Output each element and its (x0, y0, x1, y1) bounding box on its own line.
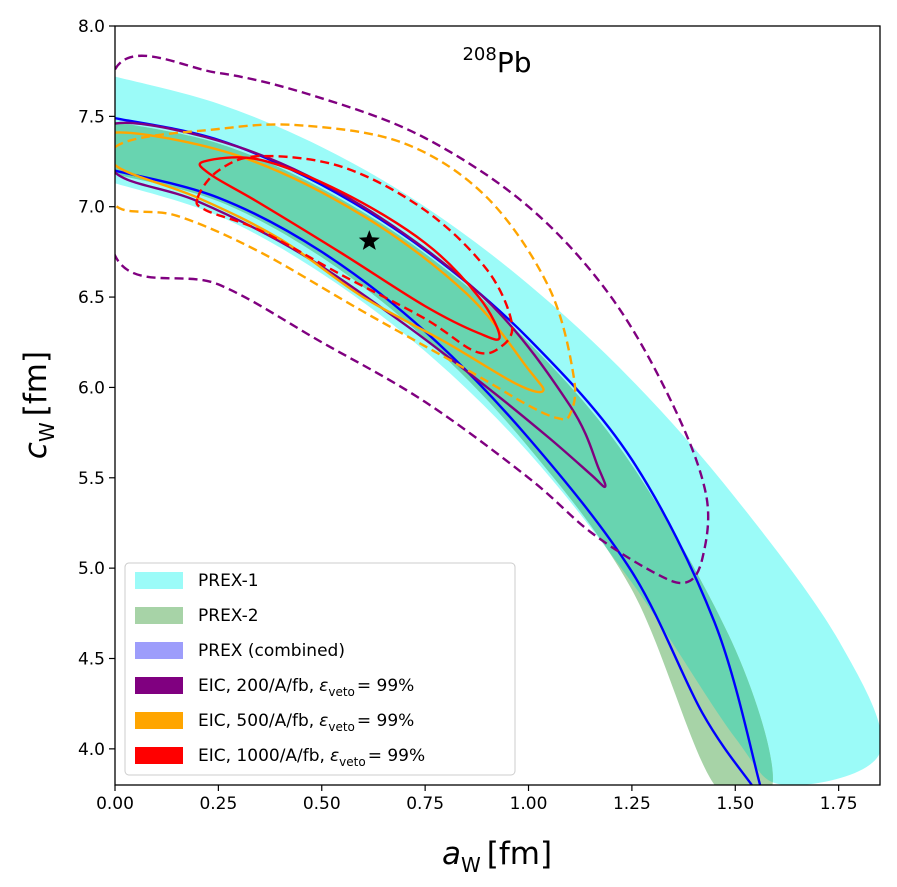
x-tick-label: 1.00 (510, 794, 548, 814)
legend-swatch-eic-200-a-fb (135, 677, 183, 694)
y-tick-label: 4.0 (78, 740, 105, 760)
x-tick-label: 0.25 (199, 794, 237, 814)
contour-eic-200-a-fb-solid (115, 121, 607, 489)
best-fit-star-marker (358, 230, 380, 250)
contour-prex-combined-lower (115, 169, 753, 785)
x-axis-unit: [fm] (487, 836, 552, 872)
legend-swatch-prex-1 (135, 572, 183, 589)
legend-label-prex-2: PREX-2 (198, 606, 259, 626)
legend-frame (124, 562, 516, 776)
legend-label-eic-1000-a-fb: EIC, 1000/A/fb, εveto = 99% (198, 746, 425, 769)
ticks-layer: 0.00 0.25 0.50 0.75 1.00 1.25 1.50 1.75 4.0 4.5 5.… (78, 17, 858, 814)
y-tick-label: 6.0 (78, 378, 105, 398)
y-tick-label: 8.0 (78, 17, 105, 37)
x-tick-label: 1.50 (716, 794, 754, 814)
x-tick-label: 0.00 (96, 794, 134, 814)
legend-swatch-prex-combined (135, 642, 183, 659)
y-tick-label: 6.5 (78, 288, 105, 308)
x-tick-label: 1.75 (820, 794, 858, 814)
x-axis-label: aW [fm] (442, 836, 552, 877)
y-axis-subscript: W (35, 422, 59, 442)
y-tick-label: 5.5 (78, 469, 105, 489)
x-tick-label: 0.75 (406, 794, 444, 814)
y-tick-label: 5.0 (78, 559, 105, 579)
legend-label-eic-200-a-fb: EIC, 200/A/fb, εveto = 99% (198, 676, 414, 699)
x-axis-subscript: W (461, 853, 481, 877)
legend-label-prex-combined: PREX (combined) (198, 641, 345, 661)
x-tick-label: 0.50 (303, 794, 341, 814)
title-element: Pb (497, 46, 532, 79)
contour-eic-200-a-fb-dashed (115, 54, 710, 585)
plot-frame (114, 25, 881, 786)
contour-eic-1000-a-fb-solid (198, 156, 501, 341)
legend-label-eic-500-a-fb: EIC, 500/A/fb, εveto = 99% (198, 711, 414, 734)
y-axis-label: cW [fm] (18, 351, 59, 459)
legend: PREX-1 PREX-2 PREX (combined) EIC, 200/A/fb… (124, 562, 516, 776)
y-tick-label: 7.0 (78, 198, 105, 218)
y-tick-label: 4.5 (78, 650, 105, 670)
y-axis-unit: [fm] (18, 351, 54, 416)
title-mass-number: 208 (462, 44, 496, 65)
legend-swatch-eic-1000-a-fb (135, 747, 183, 764)
legend-swatch-eic-500-a-fb (135, 712, 183, 729)
legend-label-prex-1: PREX-1 (198, 571, 259, 591)
series-layer (115, 54, 880, 785)
x-tick-label: 1.25 (613, 794, 651, 814)
legend-swatch-prex-2 (135, 607, 183, 624)
x-axis-symbol: a (442, 836, 461, 872)
chart-title: 208Pb (462, 44, 531, 79)
y-axis-symbol: c (18, 442, 54, 459)
contour-eic-500-a-fb-dashed (115, 123, 577, 421)
contour-eic-500-a-fb-solid (115, 131, 545, 394)
y-tick-label: 7.5 (78, 107, 105, 127)
